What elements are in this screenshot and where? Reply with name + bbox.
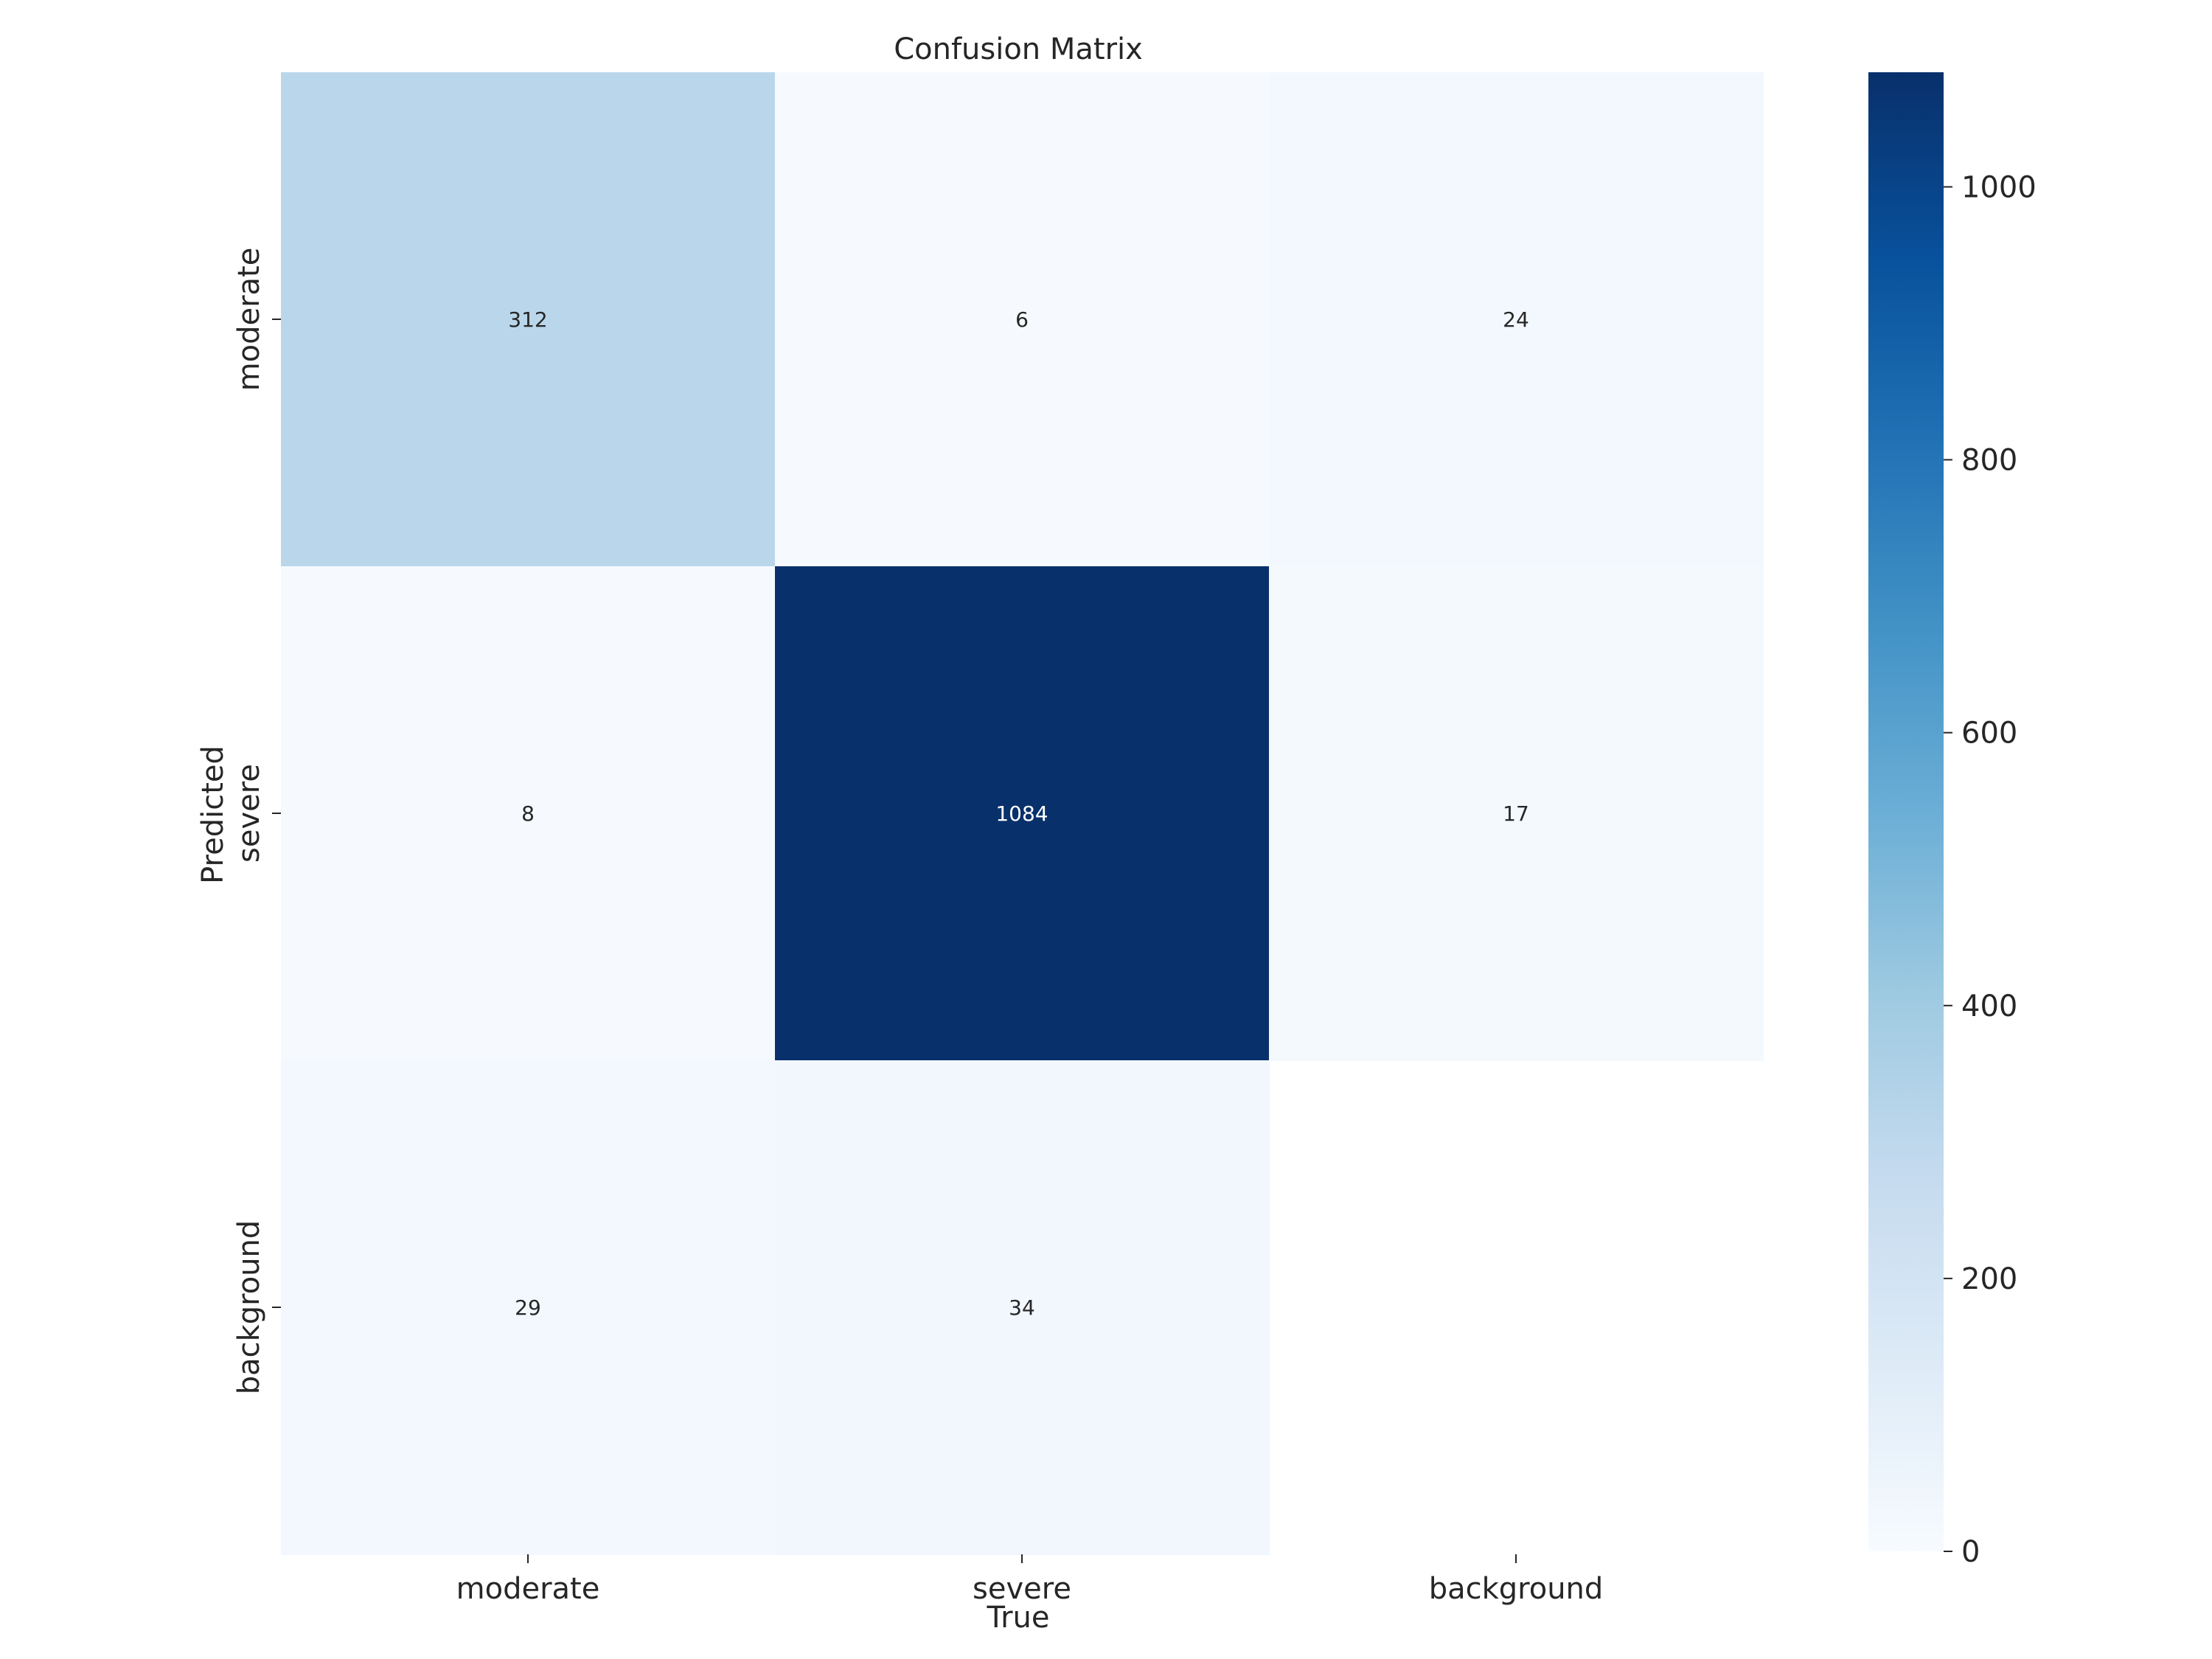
heatmap-cell-background-moderate: [281, 1060, 776, 1555]
heatmap-cell-severe-moderate: [281, 566, 776, 1061]
y-axis-ticks: moderate severe background: [232, 248, 281, 1395]
cell-value-label: 24: [1503, 307, 1529, 332]
cell-value-label: 34: [1009, 1295, 1035, 1320]
colorbar-tick-label: 600: [1961, 717, 2017, 751]
colorbar: [1868, 72, 1944, 1551]
x-tick-label: severe: [973, 1572, 1071, 1606]
y-tick-label: moderate: [232, 248, 266, 392]
chart-title: Confusion Matrix: [894, 32, 1143, 66]
heatmap-cells: [281, 72, 1764, 1555]
heatmap-cell-severe-background: [1269, 566, 1764, 1061]
x-axis-label: True: [987, 1601, 1050, 1635]
colorbar-tick-label: 400: [1961, 990, 2017, 1023]
y-tick-label: background: [232, 1220, 266, 1395]
cell-value-label: 29: [515, 1295, 541, 1320]
cell-value-label: 6: [1015, 307, 1029, 332]
colorbar-tick-label: 1000: [1961, 170, 2037, 204]
y-tick-label: severe: [232, 764, 266, 863]
heatmap-cell-labels: 312 6 24 8 1084 17 29 34: [508, 307, 1529, 1320]
heatmap-cell-moderate-severe: [775, 72, 1270, 567]
colorbar-tick-label: 800: [1961, 444, 2017, 478]
colorbar-ticks: 0 200 400 600 800 1000: [1944, 170, 2037, 1569]
heatmap-cell-severe-severe: [775, 566, 1270, 1061]
x-tick-label: background: [1429, 1572, 1604, 1606]
y-axis-label: Predicted: [196, 745, 230, 884]
x-axis-ticks: moderate severe background: [456, 1554, 1604, 1606]
x-tick-label: moderate: [456, 1572, 600, 1606]
colorbar-tick-label: 0: [1961, 1535, 1980, 1569]
heatmap-cell-moderate-background: [1269, 72, 1764, 567]
heatmap-cell-background-severe: [775, 1060, 1270, 1555]
cell-value-label: 1084: [995, 801, 1048, 826]
cell-value-label: 17: [1503, 801, 1529, 826]
cell-value-label: 8: [521, 801, 535, 826]
heatmap-cell-moderate-moderate: [281, 72, 776, 567]
colorbar-tick-label: 200: [1961, 1262, 2017, 1296]
cell-value-label: 312: [508, 307, 547, 332]
